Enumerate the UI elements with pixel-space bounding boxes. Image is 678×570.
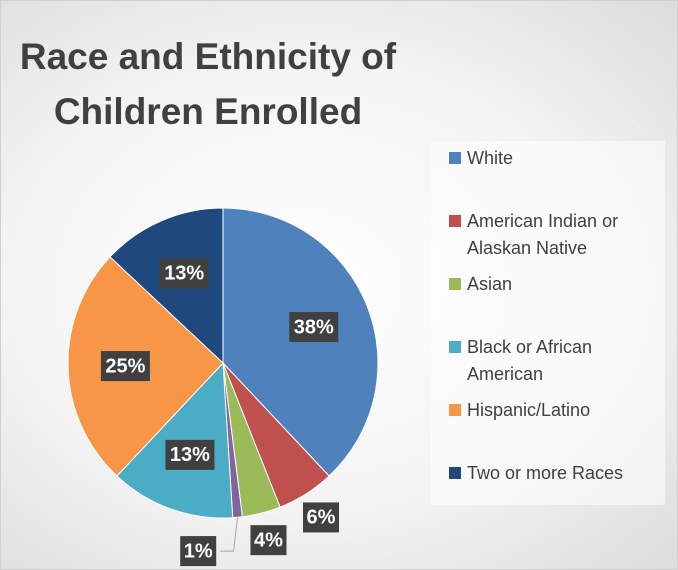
legend-label: White (467, 148, 514, 168)
data-label: 25% (105, 355, 145, 377)
legend: White American Indian or Alaskan Native As… (431, 141, 665, 505)
chart-title: Race and Ethnicity of Children Enrolled (19, 36, 397, 132)
legend-entry: Two or more Races (449, 460, 659, 487)
legend-swatch (449, 404, 461, 416)
legend-swatch (449, 152, 461, 164)
data-label: 6% (307, 507, 336, 529)
data-label-box (289, 312, 339, 343)
data-label-box (159, 258, 209, 289)
leader-line (220, 517, 239, 552)
legend-label: Asian (467, 274, 513, 294)
legend-label: Two or more Races (467, 463, 624, 483)
legend-label: American Indian or Alaskan Native (467, 211, 619, 258)
legend-entry: White (449, 145, 659, 172)
data-label-box (100, 351, 150, 382)
data-label: 13% (164, 263, 204, 285)
data-label-box (180, 536, 217, 567)
legend-swatch (449, 278, 461, 290)
data-label-box (250, 525, 287, 556)
data-label: 38% (294, 316, 334, 338)
legend-swatch (449, 341, 461, 353)
data-label: 4% (254, 529, 283, 551)
legend-swatch (449, 215, 461, 227)
data-label-box (165, 439, 215, 470)
legend-entry: Black or African American (449, 334, 659, 388)
legend-entry: Hispanic/Latino (449, 397, 659, 424)
legend-entry: Asian (449, 271, 659, 298)
legend-label: Black or African American (467, 337, 593, 384)
data-label: 1% (184, 540, 213, 562)
legend-swatch (449, 467, 461, 479)
data-label: 13% (170, 444, 210, 466)
data-label-box (303, 502, 340, 533)
legend-entry: American Indian or Alaskan Native (449, 208, 659, 262)
legend-label: Hispanic/Latino (467, 400, 591, 420)
